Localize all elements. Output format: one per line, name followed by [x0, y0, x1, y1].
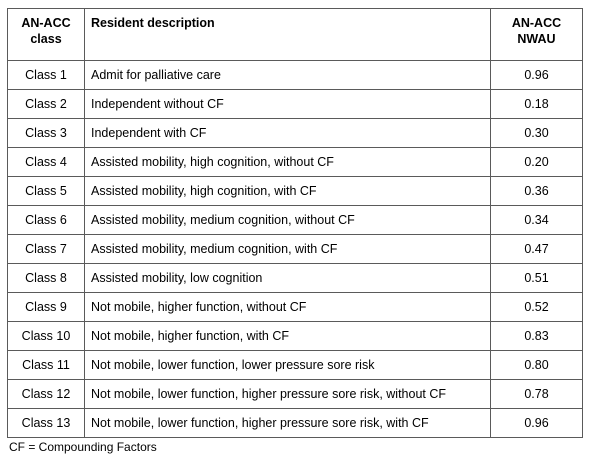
- nwau-cell: 0.83: [490, 321, 583, 351]
- table-row: Class 9 Not mobile, higher function, with…: [7, 292, 583, 322]
- table-header-row: AN-ACC class Resident description AN-ACC N…: [7, 8, 583, 61]
- description-cell: Not mobile, lower function, higher press…: [84, 408, 491, 438]
- header-resident-description: Resident description: [84, 8, 491, 61]
- class-cell: Class 1: [7, 60, 85, 90]
- description-cell: Assisted mobility, high cognition, with …: [84, 176, 491, 206]
- description-cell: Not mobile, lower function, lower pressu…: [84, 350, 491, 380]
- table-row: Class 5 Assisted mobility, high cognition…: [7, 176, 583, 206]
- nwau-cell: 0.36: [490, 176, 583, 206]
- description-cell: Independent with CF: [84, 118, 491, 148]
- class-cell: Class 7: [7, 234, 85, 264]
- table-row: Class 4 Assisted mobility, high cognition…: [7, 147, 583, 177]
- header-nwau-line1: AN-ACC: [511, 16, 562, 30]
- description-cell: Not mobile, higher function, without CF: [84, 292, 491, 322]
- document: AN-ACC class Resident description AN-ACC N…: [7, 8, 583, 454]
- class-cell: Class 10: [7, 321, 85, 351]
- nwau-cell: 0.20: [490, 147, 583, 177]
- table-row: Class 7 Assisted mobility, medium cogniti…: [7, 234, 583, 264]
- class-cell: Class 3: [7, 118, 85, 148]
- table-row: Class 11 Not mobile, lower function, lowe…: [7, 350, 583, 380]
- table-row: Class 3 Independent with CF 0.30: [7, 118, 583, 148]
- nwau-cell: 0.18: [490, 89, 583, 119]
- description-cell: Assisted mobility, medium cognition, wit…: [84, 205, 491, 235]
- class-cell: Class 13: [7, 408, 85, 438]
- table-body: Class 1 Admit for palliative care 0.96 Clas…: [7, 60, 583, 438]
- description-cell: Independent without CF: [84, 89, 491, 119]
- nwau-cell: 0.34: [490, 205, 583, 235]
- description-cell: Assisted mobility, high cognition, witho…: [84, 147, 491, 177]
- header-anacc-class: AN-ACC class: [7, 8, 85, 61]
- description-cell: Assisted mobility, low cognition: [84, 263, 491, 293]
- header-class-line1: AN-ACC: [21, 16, 71, 30]
- class-cell: Class 9: [7, 292, 85, 322]
- anacc-classification-table: AN-ACC class Resident description AN-ACC N…: [7, 8, 583, 438]
- nwau-cell: 0.51: [490, 263, 583, 293]
- header-nwau-line2: NWAU: [517, 32, 556, 46]
- class-cell: Class 2: [7, 89, 85, 119]
- footnote: CF = Compounding Factors: [9, 440, 157, 454]
- nwau-cell: 0.52: [490, 292, 583, 322]
- class-cell: Class 12: [7, 379, 85, 409]
- description-cell: Admit for palliative care: [84, 60, 491, 90]
- class-cell: Class 5: [7, 176, 85, 206]
- table-row: Class 10 Not mobile, higher function, wit…: [7, 321, 583, 351]
- table-row: Class 8 Assisted mobility, low cognition 0…: [7, 263, 583, 293]
- nwau-cell: 0.80: [490, 350, 583, 380]
- nwau-cell: 0.96: [490, 408, 583, 438]
- table-row: Class 6 Assisted mobility, medium cogniti…: [7, 205, 583, 235]
- table-row: Class 1 Admit for palliative care 0.96: [7, 60, 583, 90]
- table-row: Class 12 Not mobile, lower function, high…: [7, 379, 583, 409]
- nwau-cell: 0.30: [490, 118, 583, 148]
- class-cell: Class 8: [7, 263, 85, 293]
- nwau-cell: 0.78: [490, 379, 583, 409]
- description-cell: Not mobile, higher function, with CF: [84, 321, 491, 351]
- header-class-line2: class: [30, 32, 62, 46]
- class-cell: Class 6: [7, 205, 85, 235]
- description-cell: Not mobile, lower function, higher press…: [84, 379, 491, 409]
- description-cell: Assisted mobility, medium cognition, wit…: [84, 234, 491, 264]
- class-cell: Class 11: [7, 350, 85, 380]
- nwau-cell: 0.47: [490, 234, 583, 264]
- table-row: Class 2 Independent without CF 0.18: [7, 89, 583, 119]
- nwau-cell: 0.96: [490, 60, 583, 90]
- header-anacc-nwau: AN-ACC NWAU: [490, 8, 583, 61]
- class-cell: Class 4: [7, 147, 85, 177]
- table-row: Class 13 Not mobile, lower function, high…: [7, 408, 583, 438]
